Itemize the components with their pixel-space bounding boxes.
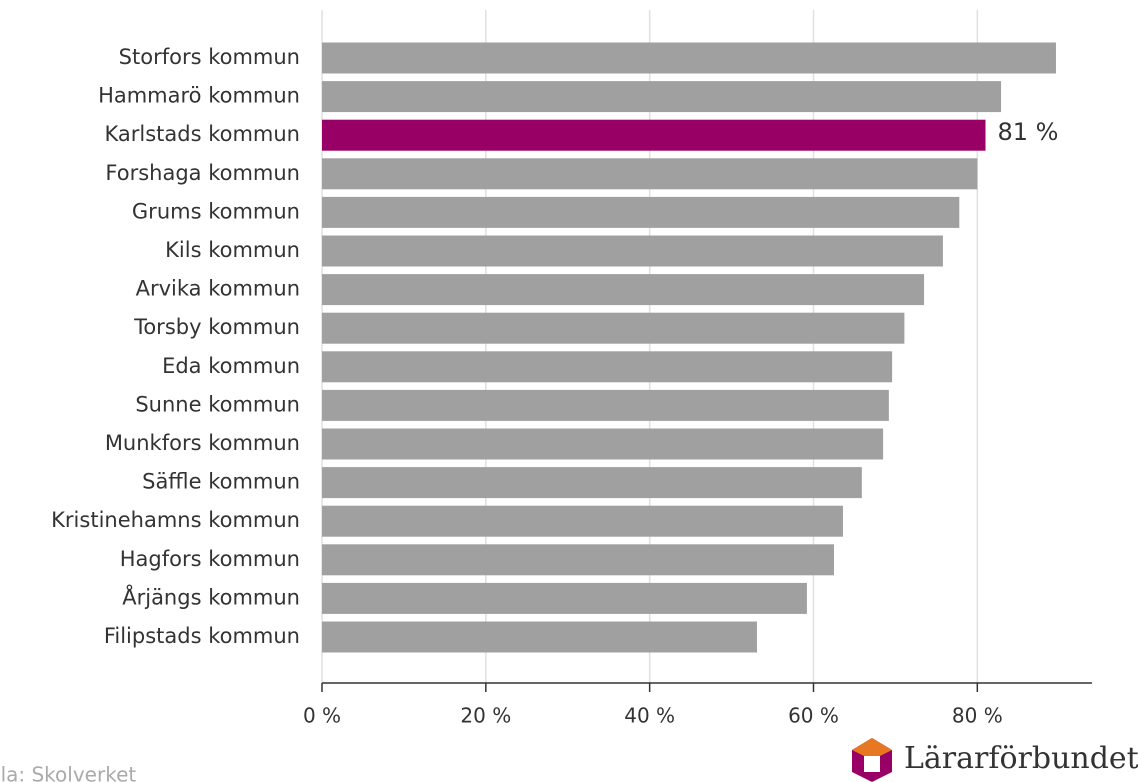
bar [322,81,1002,113]
bar [322,312,905,344]
source: Källa: Skolverket [0,763,136,782]
logo-icon [852,738,892,782]
x-tick-label: 0 % [303,704,341,728]
x-tick-label: 80 % [952,704,1003,728]
y-tick-label: Filipstads kommun [104,624,300,648]
y-tick-label: Forshaga kommun [105,161,300,185]
y-tick-label: Årjängs kommun [122,583,300,609]
logo-text: Lärarförbundet [904,741,1138,776]
bar [322,428,884,460]
y-tick-label: Arvika kommun [136,277,300,301]
bar [322,235,943,267]
bar [322,505,843,537]
bar [322,119,986,151]
x-tick-label: 60 % [788,704,839,728]
bar [322,196,960,228]
y-tick-label: Sunne kommun [135,392,300,416]
y-tick-label: Torsby kommun [133,315,300,339]
bar [322,351,893,383]
y-tick-label: Karlstads kommun [104,122,300,146]
y-tick-label: Kils kommun [165,238,300,262]
bar [322,544,834,576]
bar [322,467,862,499]
y-tick-label: Eda kommun [162,354,300,378]
bar [322,582,807,614]
y-tick-label: Grums kommun [132,199,300,223]
y-tick-label: Storfors kommun [119,45,300,69]
y-tick-label: Hagfors kommun [120,547,300,571]
x-tick-label: 20 % [460,704,511,728]
y-tick-label: Hammarö kommun [98,84,300,108]
x-tick-label: 40 % [624,704,675,728]
bar [322,274,925,306]
value-label: 81 % [998,118,1059,146]
bar [322,42,1056,74]
bar [322,621,757,653]
y-tick-label: Kristinehamns kommun [51,508,300,532]
y-tick-label: Säffle kommun [142,470,300,494]
bar [322,158,978,190]
bar [322,389,889,421]
y-tick-label: Munkfors kommun [105,431,300,455]
